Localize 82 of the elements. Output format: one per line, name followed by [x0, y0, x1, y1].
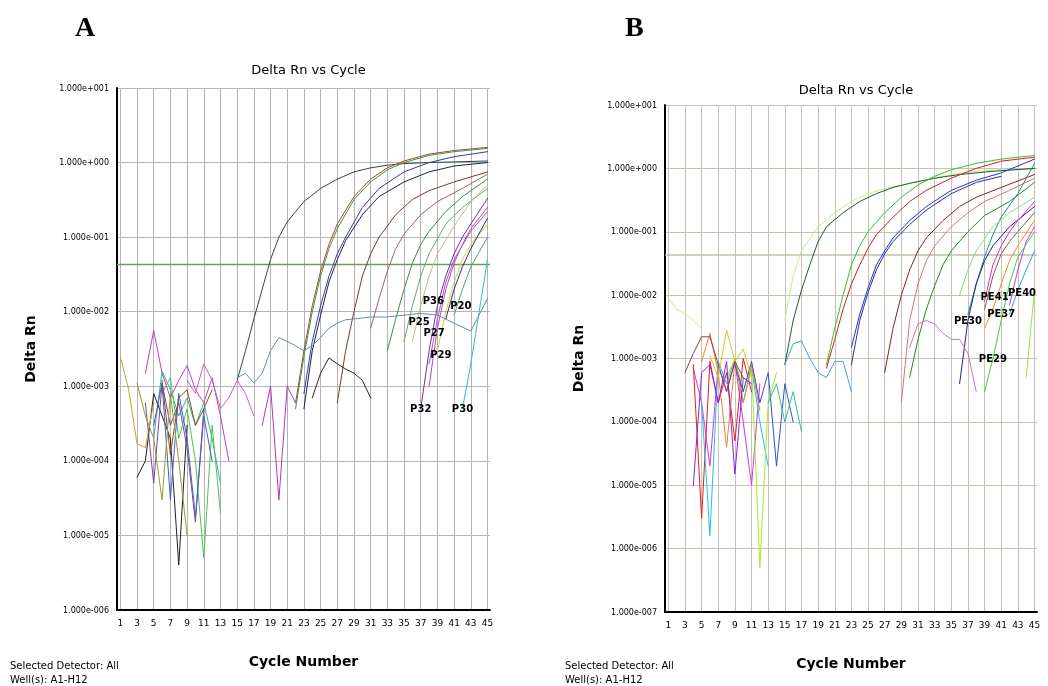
y-tick-label: 1.000e-004: [611, 417, 657, 427]
y-tick-label: 1.000e-001: [63, 232, 109, 242]
y-tick-label: 1.000e-007: [611, 607, 657, 617]
x-tick-label: 37: [962, 619, 974, 630]
x-tick-label: 45: [1028, 619, 1041, 630]
x-tick-label: 11: [745, 619, 758, 630]
x-tick-label: 41: [448, 617, 460, 628]
x-tick-label: 29: [348, 617, 360, 628]
x-tick-label: 19: [264, 617, 277, 628]
y-tick-label: 1.000e-003: [63, 381, 109, 391]
text: Well(s): A1-H12: [565, 673, 643, 685]
chart-title: Delta Rn vs Cycle: [251, 62, 366, 77]
x-tick-label: 37: [415, 617, 427, 628]
x-tick-label: 1: [665, 619, 672, 630]
y-tick-label: 1.000e-005: [63, 530, 109, 540]
y-tick-label: 1.000e-006: [63, 605, 109, 615]
x-tick-label: 23: [298, 617, 310, 628]
x-tick-label: 17: [795, 619, 808, 630]
y-tick-label: 1.000e+001: [59, 83, 109, 93]
x-tick-label: 39: [431, 617, 444, 628]
annotation: P29: [430, 348, 452, 360]
x-tick-label: 39: [978, 619, 991, 630]
annotation: PE29: [978, 353, 1007, 364]
y-tick-label: 1.000e-002: [611, 290, 657, 300]
x-tick-label: 43: [465, 617, 477, 628]
x-tick-label: 17: [248, 617, 260, 628]
y-tick-label: 1.000e-002: [63, 307, 109, 317]
x-tick-label: 43: [1012, 619, 1024, 630]
x-tick-label: 33: [381, 617, 394, 628]
x-tick-label: 7: [167, 617, 174, 628]
x-tick-label: 25: [314, 617, 327, 628]
annotation: PE30: [953, 314, 983, 326]
y-tick-label: 1.000e+000: [59, 158, 109, 168]
x-tick-label: 21: [829, 619, 841, 630]
x-tick-label: 27: [878, 619, 891, 630]
y-tick-label: 1.000e-001: [611, 227, 657, 237]
text: Selected Detector: All: [565, 659, 674, 671]
x-tick-label: 3: [682, 619, 688, 630]
x-tick-label: 5: [150, 617, 157, 628]
text: Selected Detector: All: [10, 659, 119, 671]
x-tick-label: 1: [117, 617, 124, 628]
y-tick-label: 1.000e+000: [607, 163, 657, 173]
x-tick-label: 9: [184, 617, 191, 628]
x-tick-label: 15: [779, 619, 791, 630]
x-tick-label: 23: [845, 619, 858, 630]
x-tick-label: 3: [134, 617, 140, 628]
y-tick-label: 1.000e-006: [611, 544, 657, 554]
annotation: P30: [451, 403, 474, 415]
annotation: P25: [408, 315, 430, 327]
x-tick-label: 11: [198, 617, 210, 628]
x-tick-label: 27: [331, 617, 344, 628]
text: Well(s): A1-H12: [10, 673, 88, 685]
y-axis-title: Delta Rn: [570, 324, 586, 393]
x-tick-label: 7: [715, 619, 722, 630]
x-axis-title: Cycle Number: [796, 655, 906, 671]
y-tick-label: 1.000e-005: [611, 480, 657, 490]
text: B: [625, 10, 644, 42]
y-tick-label: 1.000e-004: [63, 456, 109, 466]
x-tick-label: 5: [698, 619, 705, 630]
x-tick-label: 25: [862, 619, 874, 630]
x-tick-label: 31: [364, 617, 377, 628]
x-tick-label: 9: [732, 619, 739, 630]
y-tick-label: 1.000e-003: [611, 354, 657, 363]
y-tick-label: 1.000e+001: [607, 100, 657, 110]
x-tick-label: 15: [231, 617, 243, 628]
x-tick-label: 29: [895, 619, 908, 630]
x-tick-label: 13: [762, 619, 774, 630]
x-tick-label: 41: [995, 619, 1007, 630]
text: A: [75, 10, 96, 42]
chart-title: Delta Rn vs Cycle: [798, 82, 914, 97]
annotation: P20: [450, 300, 472, 312]
x-tick-label: 31: [912, 619, 924, 630]
x-tick-label: 33: [928, 619, 941, 630]
x-tick-label: 35: [945, 619, 958, 630]
x-tick-label: 21: [281, 617, 293, 628]
x-tick-label: 19: [812, 619, 825, 630]
annotation: P32: [410, 403, 432, 415]
x-tick-label: 13: [214, 617, 227, 628]
x-tick-label: 35: [398, 617, 410, 628]
x-tick-label: 45: [481, 617, 494, 628]
y-axis-title: Delta Rn: [22, 315, 38, 383]
x-axis-title: Cycle Number: [248, 653, 359, 669]
